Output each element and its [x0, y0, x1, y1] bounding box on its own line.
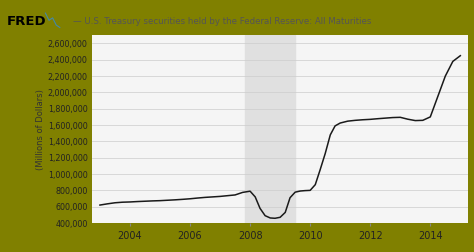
- Text: FRED: FRED: [7, 15, 47, 28]
- Bar: [245, 35, 295, 223]
- Y-axis label: (Millions of Dollars): (Millions of Dollars): [36, 89, 45, 170]
- Text: — U.S. Treasury securities held by the Federal Reserve: All Maturities: — U.S. Treasury securities held by the F…: [73, 17, 372, 26]
